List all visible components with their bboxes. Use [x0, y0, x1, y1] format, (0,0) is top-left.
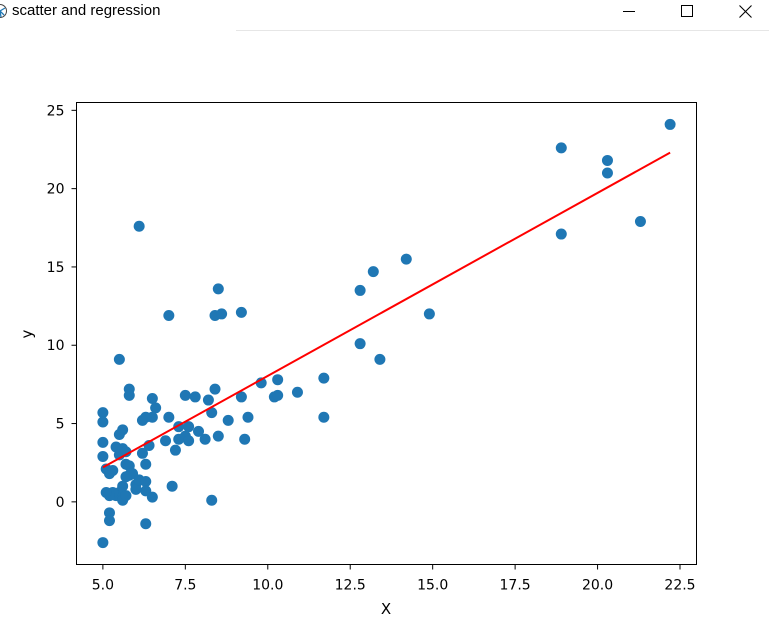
scatter-point: [235, 391, 247, 403]
scatter-point: [555, 142, 567, 154]
y-axis-label: y: [18, 329, 36, 338]
y-tick-label: 10: [47, 338, 65, 354]
scatter-point: [189, 391, 201, 403]
scatter-point: [150, 402, 162, 414]
scatter-point: [97, 407, 109, 419]
x-tick-label: 17.5: [500, 578, 531, 594]
scatter-point: [166, 480, 178, 492]
scatter-point: [222, 414, 234, 426]
scatter-point: [120, 471, 132, 483]
y-tick-label: 25: [47, 103, 65, 119]
y-tick-label: 20: [47, 182, 65, 198]
y-tick-label: 15: [47, 260, 65, 276]
scatter-point: [133, 220, 145, 232]
scatter-point: [136, 447, 148, 459]
x-tick-label: 15.0: [417, 578, 448, 594]
scatter-point: [206, 407, 218, 419]
scatter-point: [120, 446, 132, 458]
scatter-point: [242, 411, 254, 423]
scatter-point: [179, 389, 191, 401]
scatter-point: [146, 392, 158, 404]
titlebar-divider: [236, 30, 769, 31]
scatter-point: [206, 494, 218, 506]
scatter-point: [146, 491, 158, 503]
x-tick-label: 22.5: [664, 578, 695, 594]
scatter-point: [100, 486, 112, 498]
y-tick-label: 0: [56, 495, 65, 511]
scatter-point: [113, 353, 125, 365]
scatter-point: [664, 118, 676, 130]
scatter-point: [291, 386, 303, 398]
scatter-point: [183, 435, 195, 447]
x-tick-label: 10.0: [252, 578, 283, 594]
scatter-point: [140, 518, 152, 530]
scatter-point: [634, 216, 646, 228]
scatter-point: [140, 458, 152, 470]
scatter-point: [318, 372, 330, 384]
scatter-point: [103, 515, 115, 527]
x-tick-label: 7.5: [174, 578, 196, 594]
scatter-point: [107, 465, 119, 477]
regression-line: [102, 151, 671, 469]
scatter-point: [318, 411, 330, 423]
scatter-point: [367, 266, 379, 278]
scatter-point: [193, 425, 205, 437]
scatter-point: [120, 490, 132, 502]
scatter-point: [97, 436, 109, 448]
window-titlebar: scatter and regression: [0, 0, 769, 31]
scatter-point: [423, 308, 435, 320]
maximize-button[interactable]: [664, 0, 710, 24]
plot-marks: [97, 118, 676, 549]
plot-axes: 5.0 7.5 10.0 12.5 15.0 17.5 20.0 22.5 0 5 10 15 20 25: [47, 103, 696, 593]
minimize-button[interactable]: [606, 0, 652, 24]
scatter-point: [140, 475, 152, 487]
scatter-point: [169, 444, 181, 456]
matplotlib-app-icon: [0, 4, 7, 18]
scatter-point: [160, 435, 172, 447]
scatter-point: [209, 383, 221, 395]
scatter-point: [163, 411, 175, 423]
close-button[interactable]: [722, 0, 768, 24]
x-axis-label: X: [381, 600, 391, 618]
scatter-point: [97, 450, 109, 462]
scatter-point: [117, 424, 129, 436]
scatter-point: [354, 284, 366, 296]
minimize-icon: [623, 11, 635, 12]
scatter-point: [601, 154, 613, 166]
scatter-point: [601, 167, 613, 179]
scatter-point: [136, 414, 148, 426]
scatter-point: [199, 433, 211, 445]
x-tick-label: 5.0: [92, 578, 114, 594]
scatter-point: [163, 309, 175, 321]
scatter-point: [212, 283, 224, 295]
close-icon: [739, 5, 752, 18]
scatter-point: [202, 394, 214, 406]
plot-frame: [76, 102, 697, 565]
scatter-point: [354, 338, 366, 350]
scatter-point: [123, 389, 135, 401]
scatter-point: [216, 308, 228, 320]
scatter-point: [97, 537, 109, 549]
scatter-point: [103, 507, 115, 519]
window-title: scatter and regression: [12, 2, 161, 19]
scatter-point: [97, 416, 109, 428]
scatter-point: [235, 306, 247, 318]
scatter-point: [374, 353, 386, 365]
scatter-point: [555, 228, 567, 240]
x-tick-label: 20.0: [582, 578, 613, 594]
scatter-point: [272, 389, 284, 401]
x-tick-label: 12.5: [335, 578, 366, 594]
scatter-point: [183, 421, 195, 433]
scatter-point: [130, 483, 142, 495]
scatter-point: [400, 253, 412, 265]
scatter-point: [272, 374, 284, 386]
scatter-point: [239, 433, 251, 445]
y-tick-label: 5: [56, 417, 65, 433]
scatter-point: [212, 430, 224, 442]
maximize-icon: [681, 5, 693, 17]
